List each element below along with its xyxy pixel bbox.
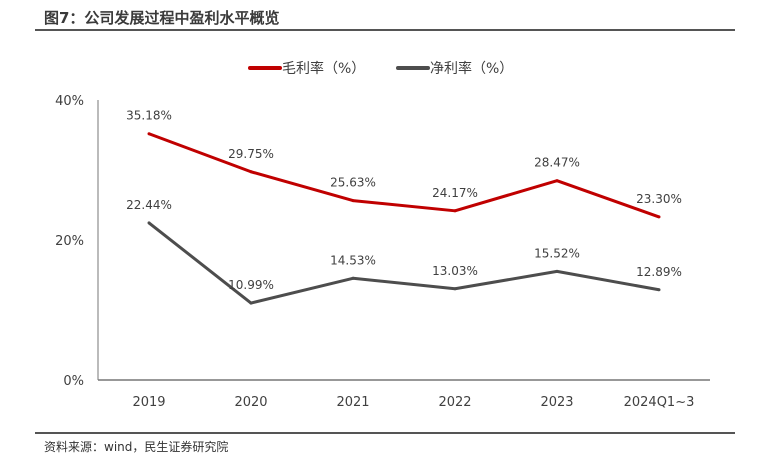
x-tick-label: 2023: [540, 395, 573, 410]
y-tick-label: 0%: [63, 374, 84, 389]
data-point: [351, 276, 355, 280]
x-tick-label: 2020: [234, 395, 267, 410]
data-point: [657, 288, 661, 292]
x-tick-label: 2022: [438, 395, 471, 410]
data-label: 25.63%: [330, 176, 376, 190]
top-rule: [35, 29, 735, 31]
data-label: 14.53%: [330, 253, 376, 267]
data-label: 12.89%: [636, 265, 682, 279]
y-tick-label: 40%: [55, 94, 84, 109]
data-point: [147, 132, 151, 136]
data-label: 35.18%: [126, 109, 172, 123]
bottom-rule: [35, 432, 735, 434]
data-point: [453, 287, 457, 291]
source-note: 资料来源：wind，民生证券研究院: [44, 440, 229, 454]
data-label: 13.03%: [432, 264, 478, 278]
y-tick-label: 20%: [55, 234, 84, 249]
data-label: 15.52%: [534, 246, 580, 260]
data-point: [657, 215, 661, 219]
data-label: 24.17%: [432, 186, 478, 200]
data-label: 23.30%: [636, 192, 682, 206]
data-point: [453, 209, 457, 213]
data-label: 22.44%: [126, 198, 172, 212]
data-label: 28.47%: [534, 156, 580, 170]
data-point: [249, 170, 253, 174]
data-point: [351, 199, 355, 203]
data-point: [249, 301, 253, 305]
x-tick-label: 2019: [132, 395, 165, 410]
x-tick-label: 2024Q1~3: [624, 395, 695, 410]
data-point: [147, 221, 151, 225]
legend-label: 净利率（%）: [430, 60, 513, 77]
series-line-net-margin: [148, 221, 660, 305]
x-tick-label: 2021: [336, 395, 369, 410]
data-point: [555, 179, 559, 183]
data-label: 29.75%: [228, 147, 274, 161]
legend-label: 毛利率（%）: [282, 60, 365, 77]
data-label: 10.99%: [228, 278, 274, 292]
data-point: [555, 269, 559, 273]
figure-title: 图7：公司发展过程中盈利水平概览: [44, 9, 280, 27]
series-line-gross-margin: [148, 132, 660, 219]
